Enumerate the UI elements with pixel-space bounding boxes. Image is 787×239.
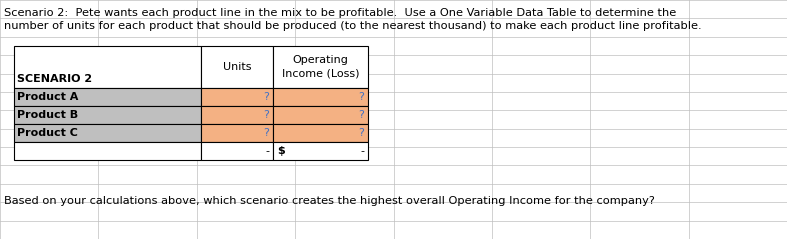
Text: ?: ? xyxy=(358,110,364,120)
Bar xyxy=(273,106,368,124)
Text: ?: ? xyxy=(358,92,364,102)
Text: Units: Units xyxy=(223,62,251,72)
Bar xyxy=(201,106,273,124)
Text: Based on your calculations above, which scenario creates the highest overall Ope: Based on your calculations above, which … xyxy=(4,196,655,206)
Bar xyxy=(273,46,368,88)
Text: Product A: Product A xyxy=(17,92,79,102)
Bar xyxy=(14,88,201,106)
Text: ?: ? xyxy=(263,110,269,120)
Text: -: - xyxy=(360,146,364,156)
Bar xyxy=(14,46,201,88)
Text: Income (Loss): Income (Loss) xyxy=(282,68,359,78)
Bar xyxy=(14,142,201,160)
Bar xyxy=(201,88,273,106)
Bar xyxy=(14,106,201,124)
Text: Operating: Operating xyxy=(293,55,349,65)
Bar xyxy=(14,124,201,142)
Text: Scenario 2:  Pete wants each product line in the mix to be profitable.  Use a On: Scenario 2: Pete wants each product line… xyxy=(4,8,676,18)
Text: ?: ? xyxy=(358,128,364,138)
Text: ?: ? xyxy=(263,92,269,102)
Bar xyxy=(273,88,368,106)
Text: SCENARIO 2: SCENARIO 2 xyxy=(17,74,92,84)
Text: $: $ xyxy=(277,146,285,156)
Bar xyxy=(201,124,273,142)
Bar xyxy=(201,142,273,160)
Text: number of units for each product that should be produced (to the nearest thousan: number of units for each product that sh… xyxy=(4,21,702,31)
Bar xyxy=(273,124,368,142)
Text: -: - xyxy=(265,146,269,156)
Text: ?: ? xyxy=(263,128,269,138)
Text: Product C: Product C xyxy=(17,128,78,138)
Bar xyxy=(273,142,368,160)
Text: Product B: Product B xyxy=(17,110,78,120)
Bar xyxy=(201,46,273,88)
